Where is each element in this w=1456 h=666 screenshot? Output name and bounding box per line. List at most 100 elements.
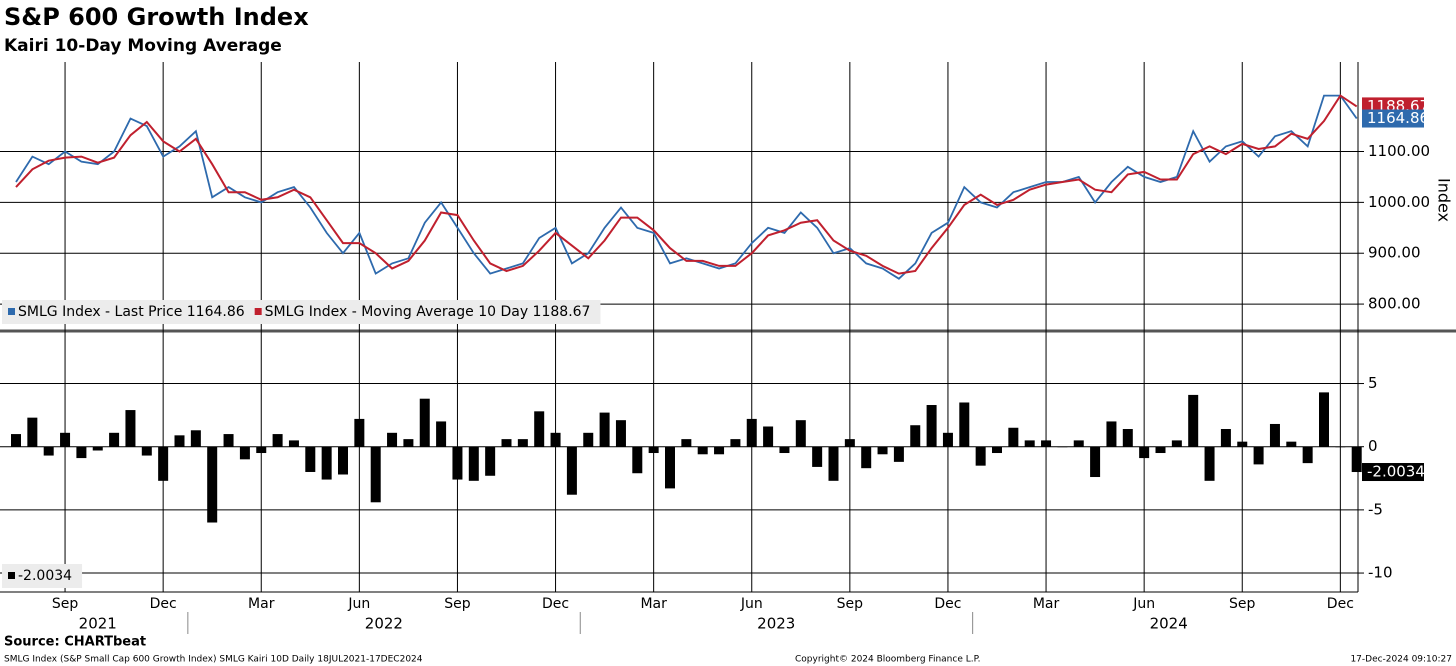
bar (648, 446, 659, 454)
bar (1024, 440, 1035, 447)
bar (141, 446, 152, 456)
bar (354, 418, 365, 447)
bar (1139, 446, 1150, 459)
x-tick-label: Mar (248, 596, 275, 612)
bar (861, 446, 872, 469)
x-tick-label: Jun (347, 596, 370, 612)
bar (1122, 429, 1133, 447)
bar (387, 432, 398, 447)
bar (517, 439, 528, 447)
bar (1319, 392, 1329, 447)
bar (27, 417, 38, 447)
bar (795, 420, 806, 447)
series-line (15, 94, 1358, 275)
bar (419, 398, 430, 447)
bar (566, 446, 577, 495)
bar (223, 434, 234, 447)
bar (550, 432, 561, 447)
bar (174, 435, 185, 447)
x-tick-label: Dec (542, 596, 569, 612)
x-tick-label: Mar (640, 596, 667, 612)
bar (43, 446, 54, 456)
y-axis-label: Index (1435, 178, 1454, 222)
bar (338, 446, 348, 475)
last-value-badge (1362, 463, 1424, 482)
bar (926, 405, 937, 447)
bar (370, 446, 381, 503)
bar (288, 440, 299, 447)
footer-description: SMLG Index (S&P Small Cap 600 Growth Ind… (4, 655, 423, 665)
bar (1220, 429, 1231, 447)
bar (942, 432, 953, 447)
y-tick-label: -5 (1368, 500, 1383, 518)
legend-label: -2.0034 (18, 568, 72, 584)
legend: SMLG Index - Last Price 1164.86 SMLG Inde… (2, 300, 601, 324)
bar (1073, 440, 1084, 447)
y-tick-label: 900.00 (1368, 244, 1421, 262)
bar (763, 426, 774, 447)
bar (125, 410, 136, 447)
bar (501, 439, 512, 447)
bar (1057, 446, 1068, 448)
bar (697, 446, 708, 455)
bar (1041, 440, 1052, 447)
chart-title: S&P 600 Growth Index (4, 3, 309, 31)
bar (1286, 441, 1297, 447)
legend-background (2, 300, 601, 324)
bar (779, 446, 790, 454)
bar (109, 432, 120, 447)
x-tick-label: Dec (1327, 596, 1354, 612)
x-group-label: 2022 (365, 615, 403, 633)
bar (1155, 446, 1166, 454)
bar (1204, 446, 1215, 481)
bar (730, 439, 741, 447)
x-tick-label: Jun (740, 596, 763, 612)
bar (190, 430, 201, 447)
bar (207, 446, 218, 523)
bar (681, 439, 692, 447)
x-tick-label: Sep (444, 596, 471, 612)
bar (844, 439, 855, 447)
bar (812, 446, 823, 467)
x-tick-label: Dec (934, 596, 961, 612)
bar (92, 446, 103, 451)
bar (534, 411, 545, 447)
bar (1171, 440, 1182, 447)
x-tick-label: Sep (1229, 596, 1256, 612)
bar (452, 446, 463, 480)
x-tick-label: Sep (52, 596, 79, 612)
bar (714, 446, 725, 455)
x-group-label: 2023 (757, 615, 795, 633)
bar (1269, 423, 1280, 447)
chart-subtitle: Kairi 10-Day Moving Average (4, 36, 282, 56)
bar (1106, 421, 1117, 447)
timestamp: 17-Dec-2024 09:10:27 (1350, 655, 1452, 665)
bar (959, 402, 970, 447)
x-group-label: 2021 (79, 615, 117, 633)
y-tick-label: 800.00 (1368, 295, 1421, 313)
series-line (15, 94, 1358, 280)
x-group-label: 2024 (1150, 615, 1188, 633)
bar (436, 421, 447, 447)
bar (1090, 446, 1101, 478)
bar (305, 446, 316, 472)
x-tick-label: Sep (837, 596, 864, 612)
bar (11, 434, 21, 447)
bar (583, 432, 594, 447)
bar (992, 446, 1002, 454)
y-tick-label: -10 (1368, 564, 1393, 582)
copyright: Copyright© 2024 Bloomberg Finance L.P. (795, 655, 980, 665)
bar (632, 446, 643, 474)
legend-swatch (8, 572, 15, 579)
bar (60, 432, 71, 447)
bar (321, 446, 332, 480)
x-tick-label: Jun (1132, 596, 1155, 612)
y-tick-label: 0 (1368, 437, 1378, 455)
bar (1335, 446, 1346, 448)
bar (1253, 446, 1264, 465)
bar (893, 446, 904, 462)
bar (877, 446, 888, 455)
bar (746, 418, 757, 447)
bar (468, 446, 479, 481)
